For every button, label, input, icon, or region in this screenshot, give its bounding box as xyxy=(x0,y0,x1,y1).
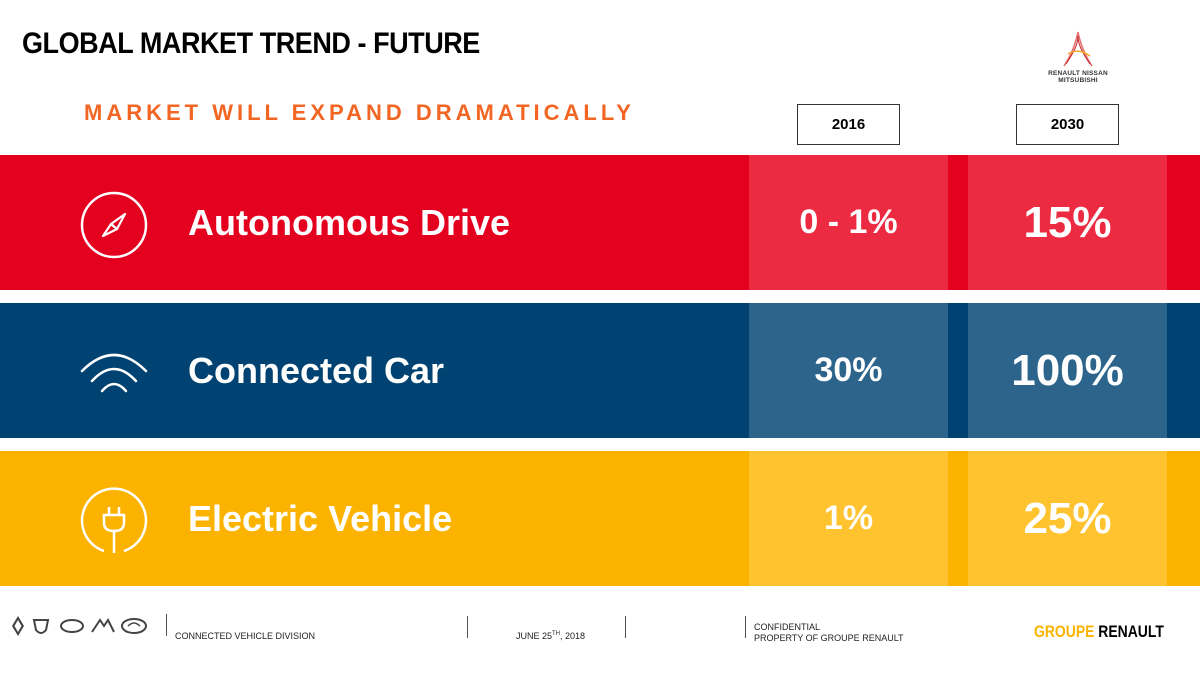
row-autonomous-drive: Autonomous Drive 0 - 1% 15% xyxy=(0,155,1200,290)
footer-division: CONNECTED VEHICLE DIVISION xyxy=(175,631,316,641)
value-2030: 15% xyxy=(968,155,1167,290)
value-2016: 0 - 1% xyxy=(749,155,948,290)
alliance-logo: RENAULT NISSAN MITSUBISHI xyxy=(1028,30,1128,84)
footer-confidential: CONFIDENTIAL PROPERTY OF GROUPE RENAULT xyxy=(754,622,904,643)
plug-icon xyxy=(80,487,148,553)
value-2016: 30% xyxy=(749,303,948,438)
page-title: GLOBAL MARKET TREND - FUTURE xyxy=(22,27,480,60)
value-2030: 100% xyxy=(968,303,1167,438)
value-2030: 25% xyxy=(968,451,1167,586)
footer-date: JUNE 25TH, 2018 xyxy=(516,631,586,641)
renault-diamond-icon xyxy=(12,616,24,636)
dacia-badge-icon xyxy=(32,619,50,634)
alliance-logo-icon xyxy=(1063,31,1093,67)
compass-icon xyxy=(80,191,148,259)
row-label: Electric Vehicle xyxy=(188,497,453,539)
footer: CONNECTED VEHICLE DIVISION JUNE 25TH, 20… xyxy=(0,600,1200,675)
footer-divider xyxy=(745,616,746,638)
alliance-logo-text: RENAULT NISSAN MITSUBISHI xyxy=(1048,70,1108,84)
row-label: Connected Car xyxy=(188,349,445,391)
row-label: Autonomous Drive xyxy=(188,201,511,243)
alpine-logo-icon xyxy=(91,618,115,633)
wifi-signal-icon xyxy=(80,353,148,393)
value-2016: 1% xyxy=(749,451,948,586)
row-electric-vehicle: Electric Vehicle 1% 25% xyxy=(0,451,1200,586)
samsung-oval-icon xyxy=(60,619,84,633)
year-header-2030: 2030 xyxy=(1016,104,1119,145)
footer-divider xyxy=(166,614,167,636)
groupe-renault-logo: GROUPE RENAULT xyxy=(1034,622,1164,641)
page-subtitle: MARKET WILL EXPAND DRAMATICALLY xyxy=(84,100,635,125)
row-connected-car: Connected Car 30% 100% xyxy=(0,303,1200,438)
footer-divider xyxy=(467,616,468,638)
lada-oval-icon xyxy=(121,618,147,634)
year-header-2016: 2016 xyxy=(797,104,900,145)
footer-divider xyxy=(625,616,626,638)
group-brand-logos xyxy=(12,616,147,636)
